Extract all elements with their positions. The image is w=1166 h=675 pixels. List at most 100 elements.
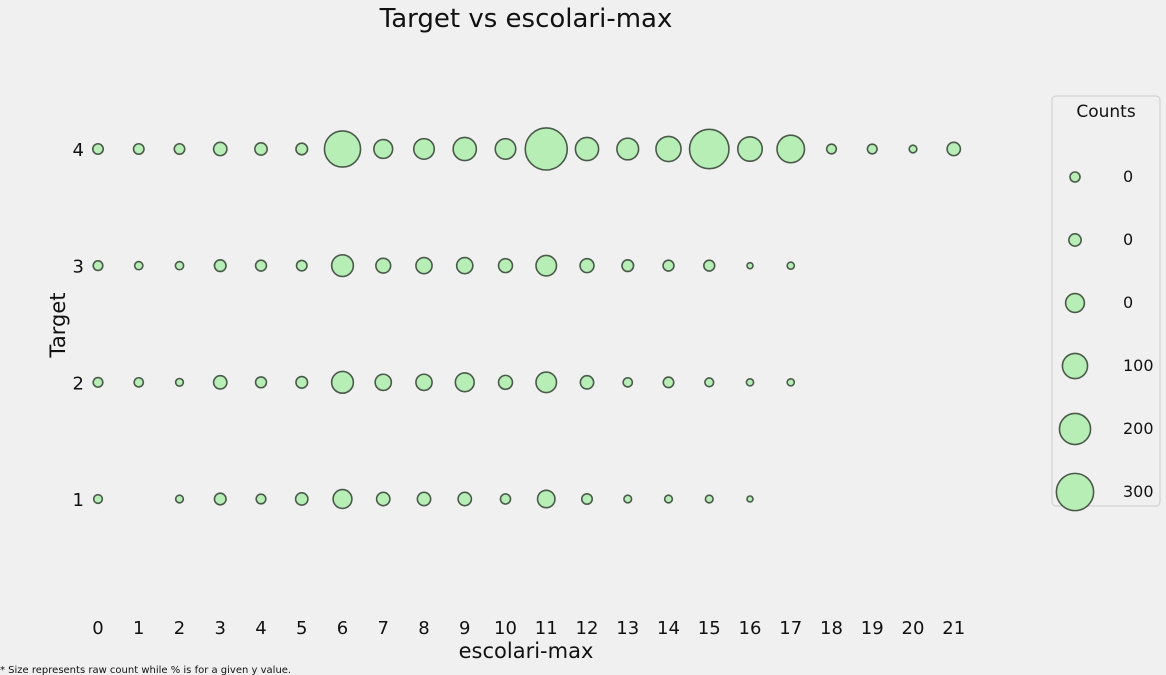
bubble-point xyxy=(132,142,145,156)
bubble-point xyxy=(294,492,309,506)
bubble-point xyxy=(494,137,517,161)
legend-marker xyxy=(1061,352,1089,380)
bubble-layer xyxy=(91,127,962,510)
bubble-point xyxy=(416,491,432,507)
bubble-point xyxy=(536,489,556,509)
x-tick-label: 5 xyxy=(296,618,307,639)
bubble-point xyxy=(254,142,268,156)
x-tick-label: 7 xyxy=(378,618,389,639)
bubble-point xyxy=(946,141,962,157)
bubble-point xyxy=(255,493,267,505)
bubble-point xyxy=(174,377,185,387)
legend-label: 100 xyxy=(1123,356,1154,375)
bubble-point xyxy=(746,261,754,270)
bubble-point xyxy=(574,136,600,162)
bubble-point xyxy=(332,488,353,510)
legend-label: 0 xyxy=(1123,230,1133,249)
bubble-point xyxy=(92,493,104,505)
y-axis-label: Target xyxy=(46,293,70,359)
bubble-point xyxy=(579,374,595,390)
bubble-point xyxy=(623,494,633,504)
x-tick-label: 2 xyxy=(174,618,185,639)
x-tick-label: 4 xyxy=(255,618,266,639)
bubble-point xyxy=(908,144,918,154)
bubble-point xyxy=(457,491,473,507)
chart-title: Target vs escolari-max xyxy=(379,4,673,34)
x-tick-label: 10 xyxy=(494,618,517,639)
bubble-point xyxy=(330,370,355,394)
x-tick-label: 8 xyxy=(418,618,429,639)
x-tick-label: 11 xyxy=(535,618,558,639)
bubble-point xyxy=(133,260,144,271)
bubble-point xyxy=(524,127,569,171)
x-tick-label: 12 xyxy=(576,618,599,639)
x-tick-label: 17 xyxy=(779,618,802,639)
bubble-point xyxy=(133,376,145,388)
bubble-point xyxy=(330,254,355,278)
bubble-point xyxy=(825,143,838,155)
x-tick-label: 18 xyxy=(820,618,843,639)
bubble-point xyxy=(295,375,309,389)
bubble-point xyxy=(580,492,594,506)
bubble-point xyxy=(703,259,716,272)
bubble-point xyxy=(295,259,308,272)
bubble-point xyxy=(375,257,392,274)
bubble-point xyxy=(616,137,640,161)
bubble-point xyxy=(374,373,393,392)
bubble-point xyxy=(92,376,104,388)
bubble-point xyxy=(866,143,878,155)
bubble-point xyxy=(415,256,433,275)
bubble-point xyxy=(663,494,674,504)
y-axis-ticks: 1 2 3 4 xyxy=(73,140,84,511)
bubble-point xyxy=(786,261,796,271)
bubble-point xyxy=(373,138,394,160)
legend-marker xyxy=(1064,292,1086,314)
y-tick-label: 2 xyxy=(73,373,84,394)
bubble-point xyxy=(746,495,754,503)
bubble-point xyxy=(91,142,105,156)
x-tick-label: 16 xyxy=(739,618,762,639)
x-tick-label: 13 xyxy=(616,618,639,639)
bubble-point xyxy=(212,374,228,390)
bubble-point xyxy=(254,259,268,272)
x-tick-label: 6 xyxy=(337,618,348,639)
legend-box xyxy=(1051,95,1161,507)
legend-label: 0 xyxy=(1123,167,1133,186)
x-axis-ticks: 0 1 2 3 4 5 6 7 8 9 10 11 12 13 14 15 16 17 18 19 20 21 xyxy=(92,618,965,639)
bubble-point xyxy=(254,376,268,389)
bubble-point xyxy=(535,371,558,394)
legend-label: 300 xyxy=(1123,482,1154,501)
bubble-point xyxy=(295,142,309,156)
bubble-point xyxy=(776,134,806,164)
bubble-point xyxy=(704,494,714,504)
legend-marker xyxy=(1068,233,1082,247)
bubble-point xyxy=(622,376,634,388)
bubble-point xyxy=(497,257,514,274)
bubble-point xyxy=(213,492,227,506)
legend-marker xyxy=(1069,171,1081,183)
bubble-point xyxy=(535,254,558,277)
bubble-point xyxy=(662,376,675,389)
footnote: * Size represents raw count while % is f… xyxy=(0,665,291,675)
bubble-point xyxy=(415,373,433,392)
legend-entries: 0 0 0 100 200 300 xyxy=(1055,167,1154,512)
legend-title: Counts xyxy=(1076,102,1135,122)
y-tick-label: 1 xyxy=(73,490,84,511)
x-tick-label: 21 xyxy=(942,618,965,639)
bubble-point xyxy=(736,135,764,163)
bubble-point xyxy=(786,377,796,387)
bubble-point xyxy=(212,141,228,157)
bubble-point xyxy=(323,130,362,168)
bubble-point xyxy=(92,260,104,272)
bubble-point xyxy=(499,493,512,505)
bubble-point xyxy=(497,374,514,391)
bubble-point xyxy=(452,136,478,162)
bubble-point xyxy=(174,260,185,271)
legend-label: 0 xyxy=(1123,293,1133,312)
x-tick-label: 9 xyxy=(459,618,470,639)
legend: Counts 0 0 0 100 200 300 xyxy=(1051,95,1161,512)
bubble-point xyxy=(704,377,715,388)
bubble-point xyxy=(688,128,730,170)
x-tick-label: 3 xyxy=(215,618,226,639)
